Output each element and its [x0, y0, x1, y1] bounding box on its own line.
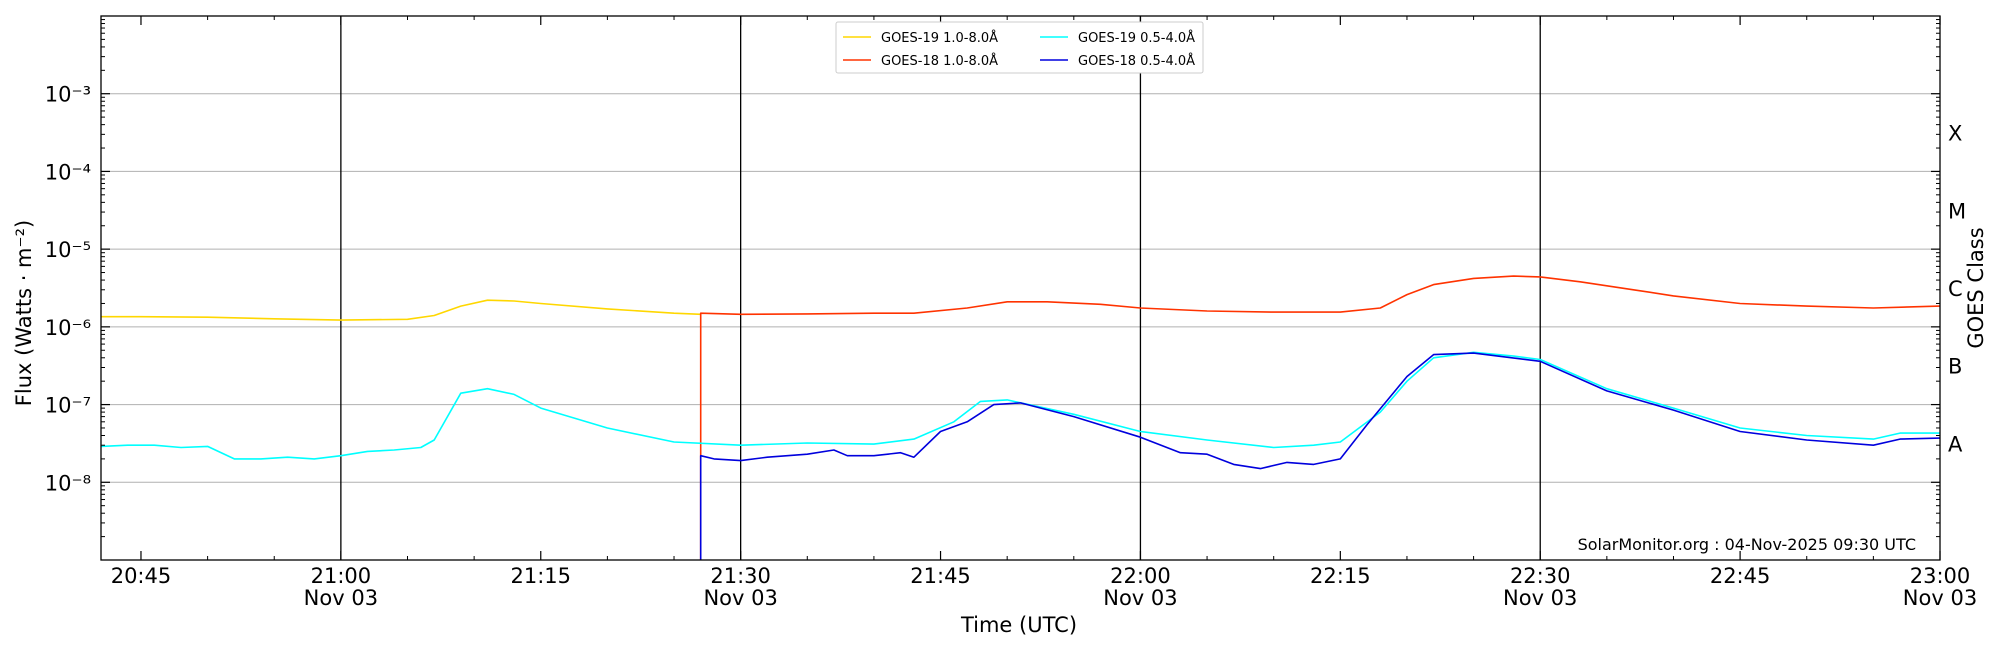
x-axis-title: Time (UTC) [960, 613, 1077, 637]
series-line [101, 299, 701, 321]
series-line [699, 352, 1941, 560]
x-tick-label: 23:00 [1910, 564, 1971, 588]
x-tick-sublabel: Nov 03 [1903, 586, 1977, 610]
x-tick-label: 20:45 [111, 564, 172, 588]
legend-label: GOES-18 1.0-8.0Å [881, 53, 998, 69]
right-axis-title: GOES Class [1964, 227, 1988, 348]
y-tick-label: 10⁻⁶ [45, 316, 91, 340]
x-tick-sublabel: Nov 03 [703, 586, 777, 610]
y-tick-label: 10⁻⁷ [45, 394, 91, 418]
legend-label: GOES-19 1.0-8.0Å [881, 30, 998, 46]
goes-class-label: A [1948, 432, 1963, 456]
y-tick-label: 10⁻⁸ [45, 471, 91, 495]
goes-class-label: X [1948, 122, 1962, 146]
credit-text: SolarMonitor.org : 04-Nov-2025 09:30 UTC [1578, 535, 1916, 554]
x-tick-label: 22:15 [1310, 564, 1371, 588]
legend: GOES-19 1.0-8.0Å GOES-18 1.0-8.0Å GOES-19 … [835, 21, 1204, 74]
x-tick-label: 22:45 [1710, 564, 1771, 588]
x-tick-sublabel: Nov 03 [1103, 586, 1177, 610]
goes-class-label: B [1948, 355, 1962, 379]
legend-label: GOES-19 0.5-4.0Å [1078, 30, 1195, 46]
grid-layer [101, 16, 1940, 560]
goes-class-label: C [1948, 277, 1963, 301]
x-tick-label: 21:45 [910, 564, 971, 588]
x-tick-sublabel: Nov 03 [304, 586, 378, 610]
series-line [100, 351, 1940, 460]
legend-label: GOES-18 0.5-4.0Å [1078, 53, 1195, 69]
x-tick-label: 22:00 [1110, 564, 1171, 588]
y-axis-title: Flux (Watts · m⁻²) [12, 220, 36, 406]
legend-frame [835, 21, 1204, 74]
x-tick-label: 22:30 [1510, 564, 1571, 588]
x-tick-label: 21:15 [510, 564, 571, 588]
x-tick-label: 21:00 [311, 564, 372, 588]
goes-class-label: M [1948, 199, 1966, 223]
x-tick-sublabel: Nov 03 [1503, 586, 1577, 610]
plot-frame [100, 15, 1941, 561]
y-tick-label: 10⁻³ [45, 83, 91, 107]
y-tick-label: 10⁻⁵ [45, 238, 91, 262]
x-tick-label: 21:30 [710, 564, 771, 588]
series-layer [100, 275, 1941, 560]
series-line [699, 275, 1941, 560]
y-tick-label: 10⁻⁴ [45, 160, 91, 184]
